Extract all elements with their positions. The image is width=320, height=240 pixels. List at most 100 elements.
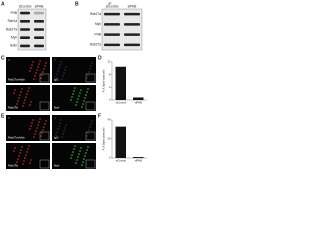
cell-signal xyxy=(77,98,79,100)
cell-signal xyxy=(45,120,47,122)
cell-signal xyxy=(85,94,87,96)
cell-signal xyxy=(28,87,30,89)
image-label: Myh xyxy=(54,164,60,168)
cell-signal xyxy=(88,129,90,131)
row-label: Rab27a xyxy=(90,12,101,16)
inset xyxy=(85,101,96,111)
cell-signal xyxy=(76,159,78,161)
cell-signal xyxy=(13,92,15,94)
cell-signal xyxy=(40,77,42,79)
cell-signal xyxy=(20,91,22,93)
cell-signal xyxy=(44,123,46,125)
cell-signal xyxy=(74,145,76,147)
x-tick-label: siControl xyxy=(116,101,127,105)
cell-signal xyxy=(91,120,93,122)
cell-signal xyxy=(17,100,19,102)
cell-signal xyxy=(83,158,85,160)
cell-signal xyxy=(61,78,63,80)
cell-signal xyxy=(87,132,89,134)
cell-signal xyxy=(87,146,89,148)
cell-signal xyxy=(18,97,20,99)
bar xyxy=(133,97,144,100)
x-tick-label: siPHB xyxy=(135,101,142,105)
cell-signal xyxy=(23,102,25,104)
band xyxy=(124,12,140,16)
cell-signal xyxy=(45,62,47,64)
micrograph xyxy=(6,143,50,169)
cell-signal xyxy=(75,104,77,106)
band xyxy=(20,11,30,15)
panel-label: D xyxy=(98,55,102,61)
band xyxy=(20,44,30,48)
cell-signal xyxy=(18,155,20,157)
cell-signal xyxy=(89,68,91,70)
cell-signal xyxy=(15,164,17,166)
x-tick-label: siControl xyxy=(116,159,127,163)
cell-signal xyxy=(37,66,39,68)
cell-signal xyxy=(30,159,32,161)
cell-signal xyxy=(39,60,41,62)
cell-signal xyxy=(29,162,31,164)
row-label: PHB xyxy=(94,32,101,36)
row-label: Rab1a xyxy=(8,19,18,23)
x-tick-label: siPHB xyxy=(135,159,142,163)
cell-signal xyxy=(25,96,27,98)
cell-signal xyxy=(60,61,62,63)
cell-signal xyxy=(55,76,57,78)
cell-signal xyxy=(64,69,66,71)
y-tick-label: 4 xyxy=(109,85,111,89)
cell-signal xyxy=(33,78,35,80)
blot-frame xyxy=(101,8,143,51)
row-label: PHB xyxy=(10,11,17,15)
cell-signal xyxy=(29,128,31,130)
cell-signal xyxy=(90,123,92,125)
column-label: siPHB xyxy=(35,4,44,8)
cell-signal xyxy=(79,150,81,152)
cell-signal xyxy=(71,154,73,156)
inset xyxy=(85,73,96,83)
cell-signal xyxy=(83,100,85,102)
cell-signal xyxy=(32,119,34,121)
cell-signal xyxy=(57,128,59,130)
cell-signal xyxy=(35,130,37,132)
cell-signal xyxy=(72,151,74,153)
cell-signal xyxy=(21,146,23,148)
cell-signal xyxy=(38,63,40,65)
cell-signal xyxy=(89,126,91,128)
cell-signal xyxy=(61,136,63,138)
bar xyxy=(115,66,126,100)
y-tick-label: 20 xyxy=(108,137,111,141)
band xyxy=(34,36,44,39)
cell-signal xyxy=(59,64,61,66)
cell-signal xyxy=(80,89,82,91)
cell-signal xyxy=(79,92,81,94)
cell-signal xyxy=(56,73,58,75)
cell-signal xyxy=(54,117,56,119)
cell-signal xyxy=(16,103,18,105)
band xyxy=(124,43,140,47)
cell-signal xyxy=(62,133,64,135)
cell-signal xyxy=(20,149,22,151)
cell-signal xyxy=(21,88,23,90)
column-label: siControl xyxy=(106,4,119,8)
cell-signal xyxy=(42,71,44,73)
cell-signal xyxy=(55,134,57,136)
cell-signal xyxy=(57,70,59,72)
image-label: Rab27a+Myh xyxy=(8,136,25,140)
row-label: Actin xyxy=(10,44,17,48)
cell-signal xyxy=(82,103,84,105)
y-tick-label: 12 xyxy=(108,60,111,64)
cell-signal xyxy=(62,75,64,77)
cell-signal xyxy=(87,88,89,90)
cell-signal xyxy=(15,106,17,108)
cell-signal xyxy=(19,152,21,154)
micrograph xyxy=(6,115,50,141)
cell-signal xyxy=(19,94,21,96)
cell-signal xyxy=(44,65,46,67)
row-label: Myh xyxy=(11,36,17,40)
cell-signal xyxy=(78,95,80,97)
inset xyxy=(39,131,50,141)
cell-signal xyxy=(27,148,29,150)
column-label: siPHB xyxy=(128,4,137,8)
y-axis-title: PLA Signal (dots/cell) xyxy=(103,69,106,92)
